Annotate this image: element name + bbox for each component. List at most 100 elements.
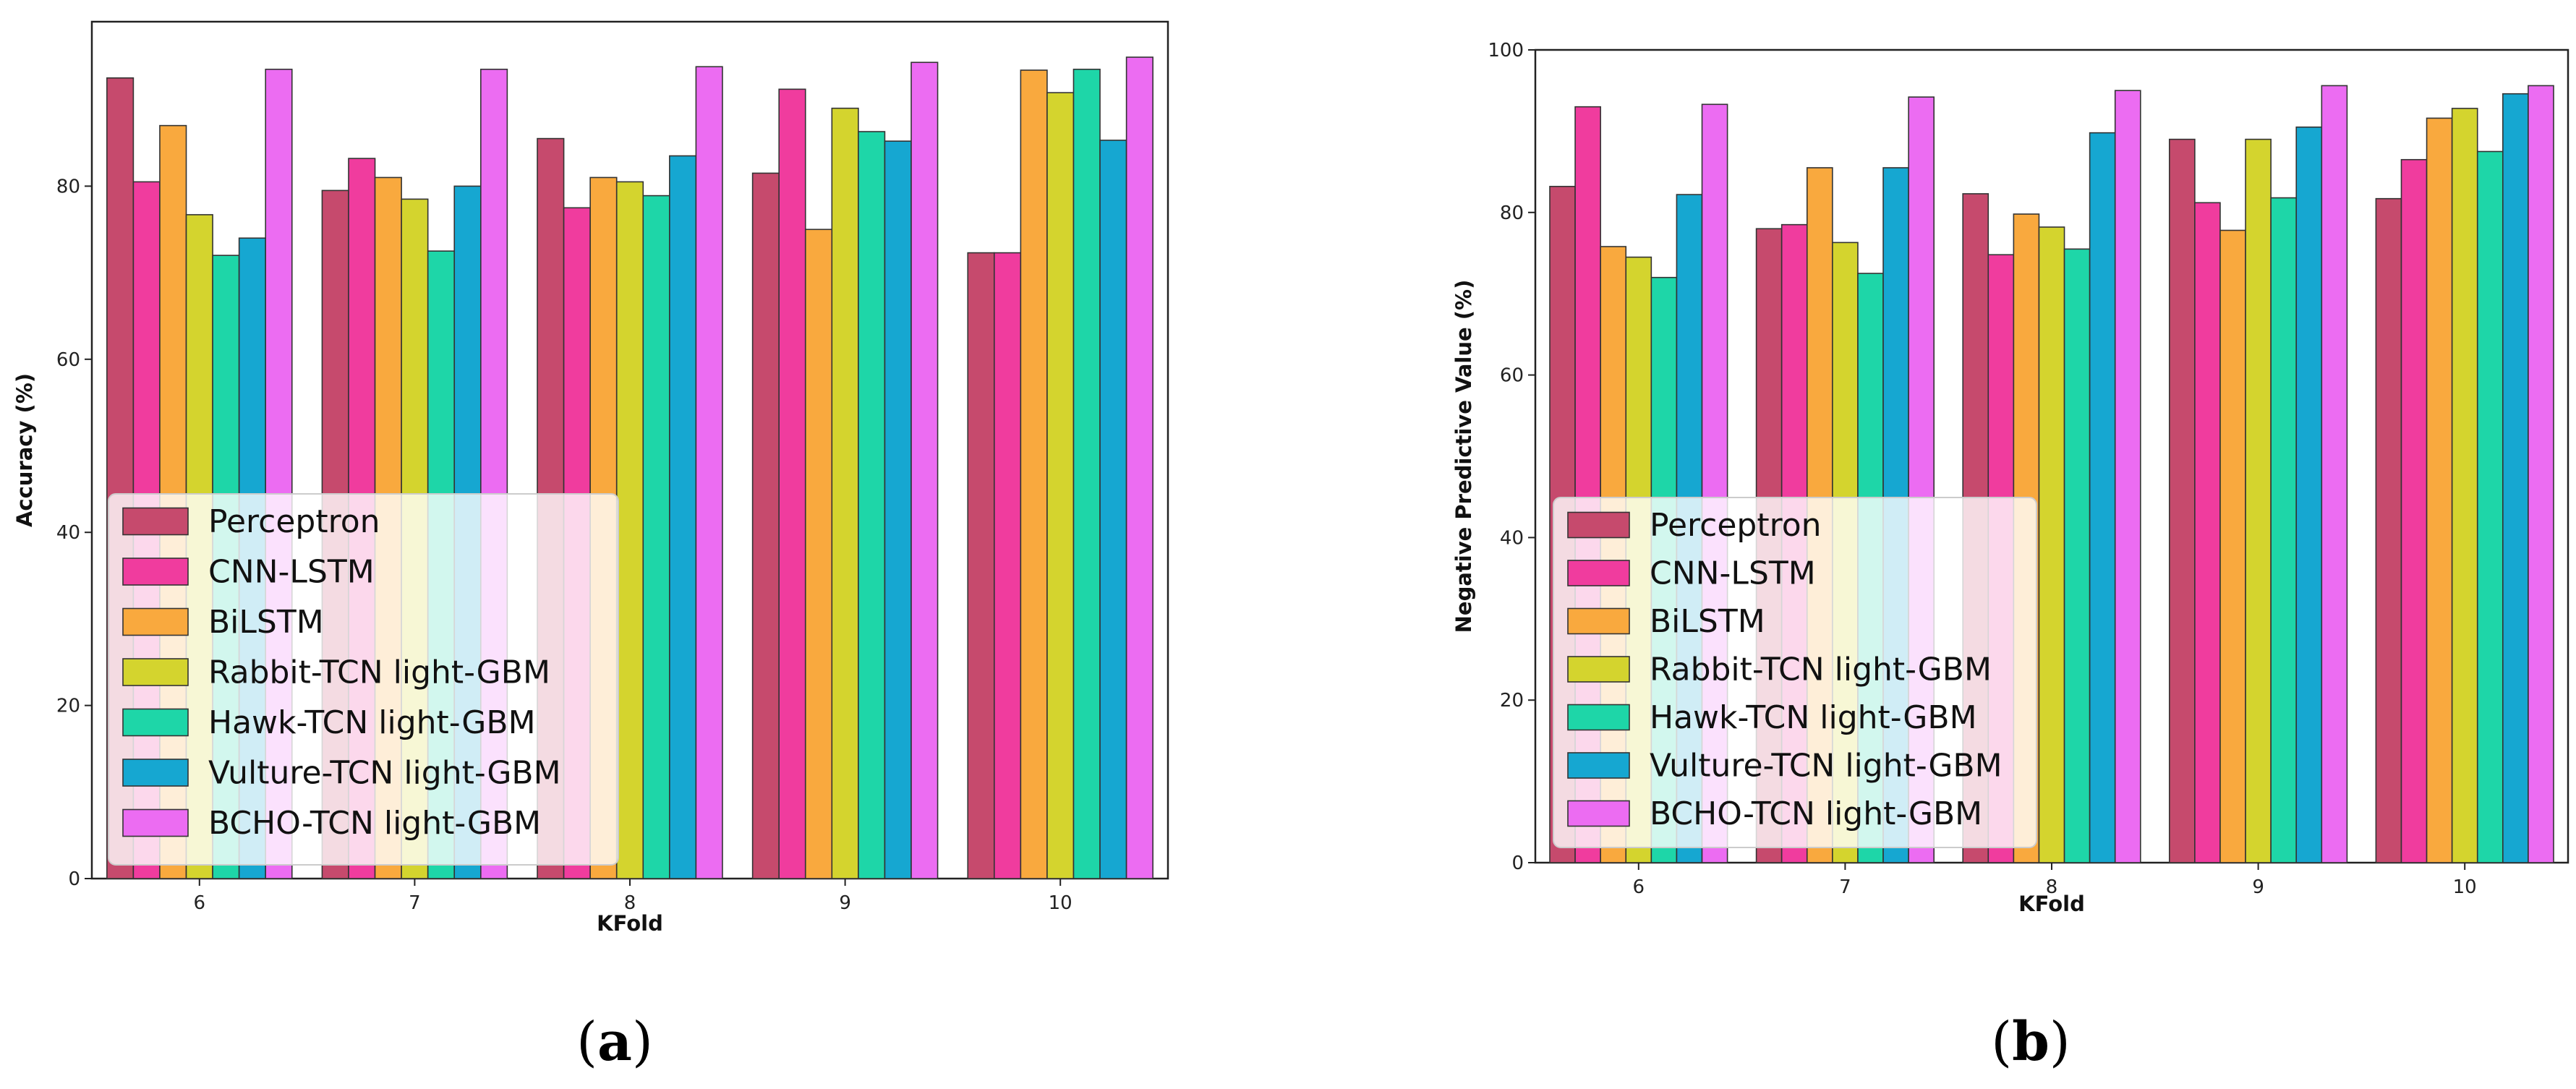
legend-entry-label: CNN-LSTM [1650, 555, 1816, 592]
legend-box [1553, 497, 2037, 848]
x-tick-label: 8 [624, 892, 636, 914]
x-tick-label: 7 [1839, 876, 1851, 898]
legend-swatch [1567, 656, 1630, 683]
bar [642, 195, 670, 879]
y-tick-label: 80 [1500, 202, 1524, 224]
bar [1125, 56, 1153, 879]
legend-swatch [1567, 560, 1630, 586]
bar [2400, 158, 2428, 863]
x-tick-label: 6 [194, 892, 206, 914]
legend-box [108, 493, 619, 866]
legend-entry-label: Hawk-TCN light-GBM [1650, 699, 1977, 736]
x-tick-label: 8 [2046, 876, 2058, 898]
bar [615, 181, 644, 879]
x-tick-label: 9 [2252, 876, 2264, 898]
y-tick-label: 40 [1500, 527, 1524, 549]
bar [2219, 229, 2246, 863]
panel-b-npv-chart: 0 20 40 60 80 100 6 7 8 9 10 KFold Negative Predicti… [1451, 40, 2569, 1073]
y-tick-label: 80 [56, 176, 80, 197]
bar [1046, 92, 1075, 879]
y-tick-label: 100 [1488, 40, 1524, 61]
bar [2270, 197, 2298, 863]
bar [2451, 108, 2478, 863]
legend-swatch [122, 658, 189, 686]
bar [695, 66, 723, 879]
bar [804, 229, 833, 879]
legend-swatch [122, 607, 189, 636]
legend-entry-label: Perceptron [1650, 507, 1822, 544]
legend-entry-label: Hawk-TCN light-GBM [208, 704, 536, 741]
legend-entry-label: BCHO-TCN light-GBM [1650, 795, 1982, 832]
x-axis-label: KFold [2018, 892, 2085, 916]
bar [2375, 197, 2402, 863]
legend-swatch [122, 708, 189, 737]
bar [993, 252, 1022, 879]
bar [2528, 85, 2554, 863]
panel-caption: (b) [1991, 1011, 2070, 1073]
x-tick-label: 7 [409, 892, 421, 914]
x-axis-label: KFold [597, 911, 663, 936]
y-tick-label: 20 [56, 696, 80, 717]
bar [2245, 138, 2272, 863]
bar [2502, 93, 2529, 863]
legend-swatch [1567, 511, 1630, 539]
bar [910, 61, 939, 879]
legend-swatch [1567, 607, 1630, 635]
legend-entry-label: Vulture-TCN light-GBM [208, 755, 561, 792]
y-tick-label: 60 [56, 349, 80, 371]
panel-caption-close-paren: ) [2050, 1011, 2070, 1073]
legend-swatch [122, 759, 189, 787]
bar [2194, 202, 2221, 863]
bar [778, 88, 806, 879]
legend-entry-label: BCHO-TCN light-GBM [208, 805, 541, 842]
bar [1072, 69, 1101, 879]
x-tick-label: 6 [1633, 876, 1645, 898]
bar [2476, 150, 2504, 863]
bar [1020, 69, 1048, 879]
bar [858, 131, 886, 879]
bar [884, 140, 912, 879]
bar [669, 155, 697, 879]
panel-caption-close-paren: ) [632, 1011, 653, 1073]
y-tick-label: 0 [1511, 853, 1524, 874]
y-tick-label: 40 [56, 522, 80, 544]
bar [2295, 126, 2323, 863]
y-axis-label: Negative Predictive Value (%) [1451, 280, 1476, 633]
y-tick-label: 60 [1500, 365, 1524, 387]
y-tick-label: 20 [1500, 690, 1524, 712]
x-tick-label: 10 [2453, 876, 2477, 898]
legend-entry-label: CNN-LSTM [208, 554, 375, 591]
legend-swatch [122, 507, 189, 536]
panel-caption-open-paren: ( [576, 1011, 597, 1073]
bar [967, 252, 995, 879]
panel-caption-open-paren: ( [1991, 1011, 2012, 1073]
legend-swatch [122, 558, 189, 586]
x-tick-label: 10 [1049, 892, 1072, 914]
x-tick-label: 9 [839, 892, 851, 914]
legend-entry-label: BiLSTM [208, 604, 324, 641]
bar [2038, 226, 2065, 863]
legend-swatch [1567, 752, 1630, 779]
bar [751, 172, 780, 879]
y-axis-label: Accuracy (%) [12, 373, 37, 527]
legend-swatch [1567, 800, 1630, 827]
bar [1099, 140, 1127, 879]
bar [2426, 117, 2453, 863]
panel-a-accuracy-chart: 0 20 40 60 80 6 7 8 9 10 KFold Accuracy (%) Perceptr… [12, 20, 1169, 1073]
panel-caption: (a) [576, 1011, 653, 1073]
bar [2321, 85, 2348, 863]
panel-caption-letter: b [2012, 1011, 2050, 1073]
bar [831, 107, 859, 879]
legend-entry-label: Rabbit-TCN light-GBM [1650, 652, 1992, 688]
legend-entry-label: Rabbit-TCN light-GBM [208, 654, 550, 691]
legend-entry-label: BiLSTM [1650, 603, 1765, 640]
bar [2114, 90, 2141, 863]
bar [2168, 138, 2196, 863]
bar [2063, 248, 2091, 863]
legend-entry-label: Vulture-TCN light-GBM [1650, 748, 2003, 785]
legend-entry-label: Perceptron [208, 503, 380, 540]
panel-caption-letter: a [597, 1011, 632, 1073]
legend-swatch [1567, 704, 1630, 731]
bar [2089, 132, 2116, 863]
